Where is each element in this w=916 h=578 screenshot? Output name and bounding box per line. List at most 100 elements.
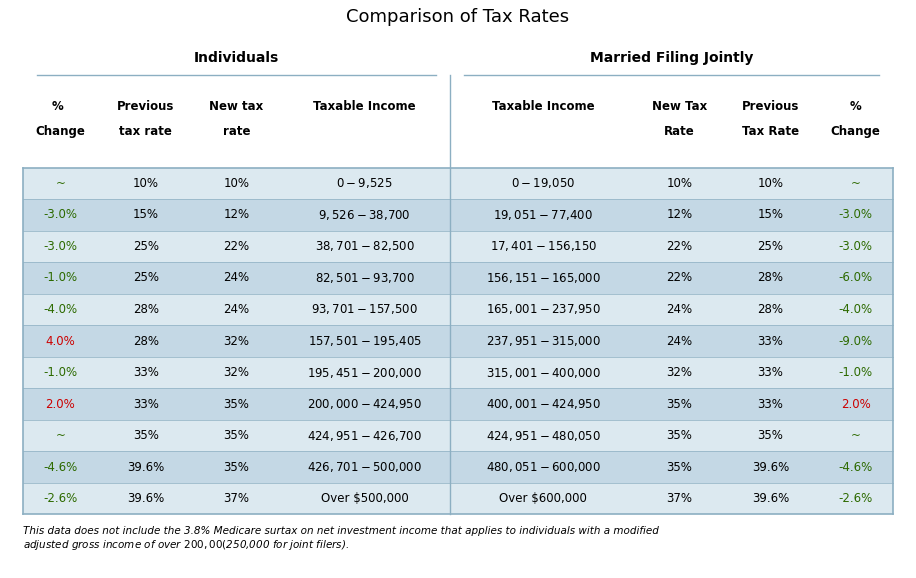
Text: 22%: 22% [667,272,692,284]
Text: 32%: 32% [224,366,249,379]
Bar [23,231,893,262]
Text: rate: rate [223,125,250,138]
Text: Over $500,000: Over $500,000 [321,492,409,505]
Text: -9.0%: -9.0% [839,335,873,347]
Text: tax rate: tax rate [119,125,172,138]
Bar [23,451,893,483]
Text: -1.0%: -1.0% [839,366,873,379]
Text: $237,951-$315,000: $237,951-$315,000 [485,334,601,348]
Text: $424,951-$480,050: $424,951-$480,050 [485,429,601,443]
Text: Over $600,000: Over $600,000 [499,492,587,505]
Text: Change: Change [36,125,85,138]
Text: -3.0%: -3.0% [43,240,77,253]
Text: Individuals: Individuals [194,51,279,65]
Text: 39.6%: 39.6% [127,492,164,505]
Bar [23,40,893,75]
Text: Previous: Previous [742,101,799,113]
Bar [23,294,893,325]
Text: 33%: 33% [758,398,783,410]
Text: 28%: 28% [133,303,158,316]
Text: -4.0%: -4.0% [43,303,77,316]
Text: 10%: 10% [667,177,692,190]
Text: 35%: 35% [667,461,692,473]
Bar [23,420,893,451]
Text: -6.0%: -6.0% [839,272,873,284]
Text: Rate: Rate [664,125,695,138]
Text: $93,701-$157,500: $93,701-$157,500 [311,302,418,317]
Text: 39.6%: 39.6% [752,461,789,473]
Text: $200,000-$424,950: $200,000-$424,950 [307,397,422,411]
Text: $19,051-$77,400: $19,051-$77,400 [494,208,594,222]
Text: -4.6%: -4.6% [839,461,873,473]
Text: 10%: 10% [224,177,249,190]
Text: $9,526-$38,700: $9,526-$38,700 [318,208,411,222]
Text: 35%: 35% [667,429,692,442]
Text: 32%: 32% [224,335,249,347]
Text: New tax: New tax [210,101,264,113]
Text: -4.0%: -4.0% [839,303,873,316]
Text: 35%: 35% [224,398,249,410]
Text: 10%: 10% [133,177,158,190]
Text: $0-$9,525: $0-$9,525 [336,176,393,190]
Text: 12%: 12% [224,209,249,221]
Text: $195,451-$200,000: $195,451-$200,000 [307,365,422,380]
Text: $157,501-$195,405: $157,501-$195,405 [308,334,421,348]
Text: Tax Rate: Tax Rate [742,125,799,138]
Text: 25%: 25% [133,240,158,253]
Text: $480,051-$600,000: $480,051-$600,000 [485,460,601,474]
Text: 37%: 37% [667,492,692,505]
Text: 28%: 28% [758,303,783,316]
Text: 24%: 24% [667,303,692,316]
Text: $400,001-$424,950: $400,001-$424,950 [485,397,601,411]
Text: 35%: 35% [667,398,692,410]
Text: 24%: 24% [667,335,692,347]
Text: Comparison of Tax Rates: Comparison of Tax Rates [346,8,570,27]
Text: -4.6%: -4.6% [43,461,77,473]
Text: 25%: 25% [758,240,783,253]
Bar [23,262,893,294]
Text: $424,951-$426,700: $424,951-$426,700 [307,429,422,443]
Text: -3.0%: -3.0% [839,240,873,253]
Text: 10%: 10% [758,177,783,190]
Text: ~: ~ [55,429,65,442]
Text: $82,501-$93,700: $82,501-$93,700 [314,271,415,285]
Text: 28%: 28% [133,335,158,347]
Text: 33%: 33% [133,366,158,379]
Text: 33%: 33% [133,398,158,410]
Bar [23,199,893,231]
Text: $17,401-$156,150: $17,401-$156,150 [490,239,597,253]
Text: 39.6%: 39.6% [127,461,164,473]
Text: 35%: 35% [133,429,158,442]
Text: 12%: 12% [667,209,692,221]
Text: 35%: 35% [224,429,249,442]
Text: ~: ~ [55,177,65,190]
Text: ~: ~ [851,429,861,442]
Text: %: % [850,101,862,113]
Bar [23,388,893,420]
Text: Taxable Income: Taxable Income [313,101,416,113]
Text: 15%: 15% [133,209,158,221]
Text: -1.0%: -1.0% [43,366,77,379]
Text: 22%: 22% [224,240,249,253]
Text: -2.6%: -2.6% [43,492,77,505]
Text: $0-$19,050: $0-$19,050 [511,176,575,190]
Text: 2.0%: 2.0% [841,398,870,410]
Text: $38,701-$82,500: $38,701-$82,500 [314,239,415,253]
Text: $315,001-$400,000: $315,001-$400,000 [485,365,601,380]
Text: 33%: 33% [758,366,783,379]
Text: 39.6%: 39.6% [752,492,789,505]
Text: This data does not include the 3.8% Medicare surtax on net investment income tha: This data does not include the 3.8% Medi… [23,526,659,552]
Text: 24%: 24% [224,272,249,284]
Text: -3.0%: -3.0% [839,209,873,221]
Text: $156,151-$165,000: $156,151-$165,000 [485,271,601,285]
Text: 2.0%: 2.0% [46,398,75,410]
Text: 24%: 24% [224,303,249,316]
Text: -3.0%: -3.0% [43,209,77,221]
Text: -2.6%: -2.6% [839,492,873,505]
Text: ~: ~ [851,177,861,190]
Text: 28%: 28% [758,272,783,284]
Text: Change: Change [831,125,880,138]
Text: Married Filing Jointly: Married Filing Jointly [590,51,753,65]
Text: Previous: Previous [117,101,174,113]
Text: 37%: 37% [224,492,249,505]
